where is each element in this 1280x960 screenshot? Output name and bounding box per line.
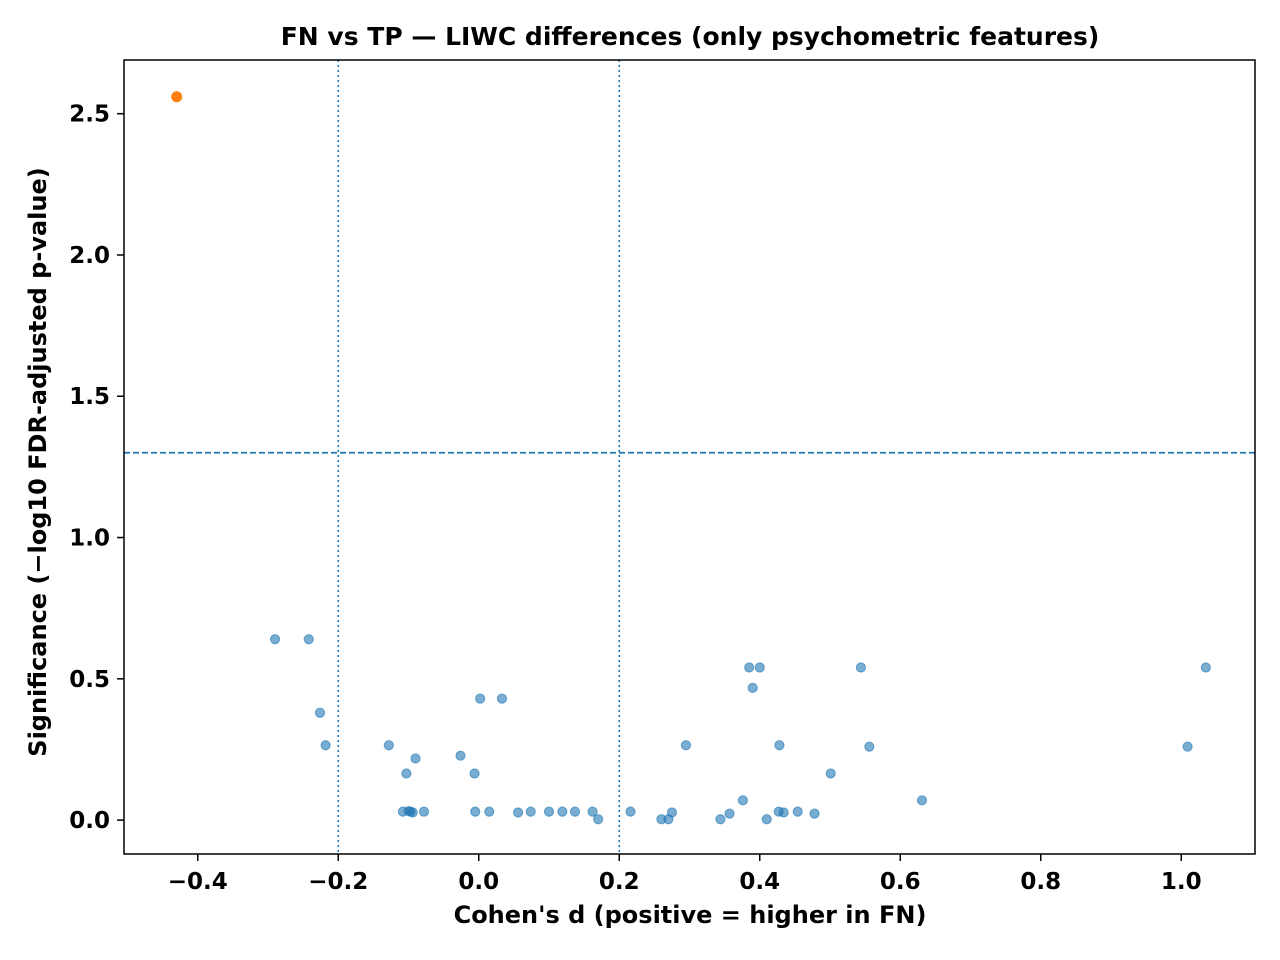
data-point	[1182, 741, 1193, 752]
x-tick-label: 1.0	[1161, 869, 1202, 895]
data-point	[1200, 662, 1211, 673]
x-tick-label: −0.4	[168, 869, 228, 895]
data-point	[809, 808, 820, 819]
plot-frame	[123, 59, 1256, 855]
x-tick-label: −0.2	[308, 869, 368, 895]
data-point	[469, 768, 480, 779]
x-tick-label: 0.0	[458, 869, 499, 895]
chart-title: FN vs TP — LIWC differences (only psycho…	[281, 22, 1100, 51]
data-point	[475, 693, 486, 704]
y-tick-label: 2.5	[69, 102, 110, 128]
data-point	[314, 707, 326, 718]
data-point	[407, 807, 418, 818]
data-point	[744, 662, 755, 673]
y-tick-label: 2.0	[69, 243, 110, 269]
significant-points	[171, 91, 183, 103]
data-point	[761, 814, 772, 825]
reference-lines	[124, 60, 1255, 854]
data-point	[916, 795, 928, 806]
x-tick-label: 0.6	[880, 869, 921, 895]
significant-point	[171, 91, 183, 103]
x-tick-label: 0.4	[739, 869, 780, 895]
data-point	[320, 740, 331, 751]
data-point	[724, 808, 735, 819]
data-point	[754, 662, 765, 673]
y-axis-label: Significance (−log10 FDR-adjusted p-valu…	[24, 167, 52, 756]
data-point	[792, 806, 803, 817]
x-tick-label: 0.2	[599, 869, 640, 895]
data-point	[470, 806, 481, 817]
data-point	[383, 740, 394, 751]
data-point	[587, 806, 598, 817]
data-point	[484, 806, 495, 817]
data-point	[747, 682, 758, 693]
data-point	[593, 814, 604, 825]
data-point	[855, 662, 867, 673]
data-point	[557, 806, 568, 817]
data-point	[666, 807, 678, 818]
data-point	[496, 693, 508, 704]
y-axis: 0.0 0.5 1.0 1.5 2.0 2.5	[69, 102, 124, 834]
data-point	[543, 806, 555, 817]
data-point	[774, 740, 785, 751]
data-point	[418, 806, 430, 817]
data-point	[825, 768, 836, 779]
data-point	[680, 740, 692, 751]
data-point	[778, 807, 789, 818]
x-tick-label: 0.8	[1020, 869, 1061, 895]
y-tick-label: 0.0	[69, 808, 110, 834]
data-point	[864, 741, 875, 752]
data-point	[269, 634, 281, 645]
data-point	[455, 750, 466, 761]
nonsignificant-points	[269, 634, 1211, 825]
x-axis-label: Cohen's d (positive = higher in FN)	[454, 901, 927, 929]
y-tick-label: 1.0	[69, 526, 110, 552]
y-tick-label: 0.5	[69, 667, 110, 693]
data-point	[512, 807, 524, 818]
data-point	[303, 634, 314, 645]
data-point	[715, 814, 726, 825]
data-point	[410, 753, 421, 764]
data-point	[401, 768, 412, 779]
data-point	[525, 806, 536, 817]
y-tick-label: 1.5	[69, 384, 110, 410]
data-point	[625, 806, 636, 817]
x-axis: −0.4 −0.2 0.0 0.2 0.4 0.6 0.8 1.0	[168, 854, 1202, 895]
data-point	[737, 795, 748, 806]
data-point	[569, 806, 581, 817]
